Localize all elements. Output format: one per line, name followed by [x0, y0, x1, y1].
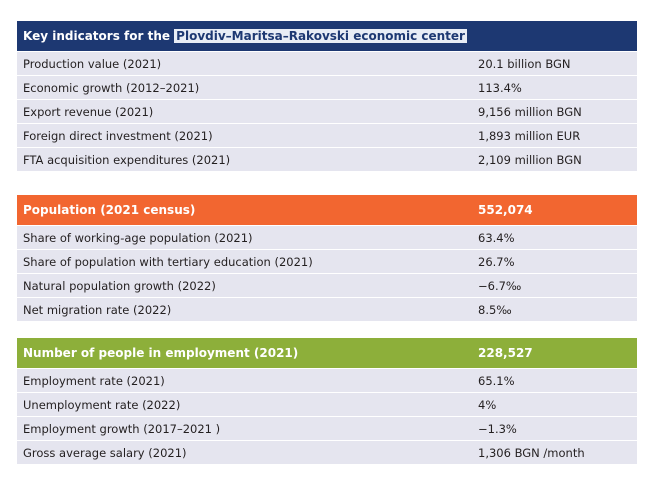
table-row: Export revenue (2021) 9,156 million BGN	[17, 99, 637, 123]
row-value: 9,156 million BGN	[478, 104, 582, 119]
economic-center-name: Plovdiv–Maritsa–Rakovski economic center	[174, 29, 467, 43]
row-label: Share of working-age population (2021)	[23, 230, 253, 245]
row-label: Employment growth (2017–2021 )	[23, 421, 221, 436]
row-label: Gross average salary (2021)	[23, 445, 187, 460]
row-label: Production value (2021)	[23, 56, 162, 71]
employment-header: Number of people in employment (2021) 22…	[17, 338, 637, 368]
key-indicators-title: Key indicators for the Plovdiv–Maritsa–R…	[23, 29, 467, 43]
row-label: Foreign direct investment (2021)	[23, 128, 213, 143]
table-row: Unemployment rate (2022) 4%	[17, 392, 637, 416]
row-label: Employment rate (2021)	[23, 373, 165, 388]
table-row: Natural population growth (2022) −6.7‰	[17, 273, 637, 297]
population-header: Population (2021 census) 552,074	[17, 195, 637, 225]
table-row: Share of working-age population (2021) 6…	[17, 225, 637, 249]
row-value: 26.7%	[478, 254, 515, 269]
row-label: Natural population growth (2022)	[23, 278, 216, 293]
table-row: Net migration rate (2022) 8.5‰	[17, 297, 637, 321]
employment-header-label: Number of people in employment (2021)	[23, 346, 299, 360]
row-value: 65.1%	[478, 373, 515, 388]
population-table: Population (2021 census) 552,074 Share o…	[17, 195, 637, 321]
row-label: Economic growth (2012–2021)	[23, 80, 200, 95]
table-row: Foreign direct investment (2021) 1,893 m…	[17, 123, 637, 147]
table-row: Gross average salary (2021) 1,306 BGN /m…	[17, 440, 637, 464]
table-row: Employment growth (2017–2021 ) −1.3%	[17, 416, 637, 440]
row-value: 2,109 million BGN	[478, 152, 582, 167]
row-label: FTA acquisition expenditures (2021)	[23, 152, 231, 167]
table-row: Share of population with tertiary educat…	[17, 249, 637, 273]
row-value: 1,306 BGN /month	[478, 445, 585, 460]
key-indicators-header: Key indicators for the Plovdiv–Maritsa–R…	[17, 21, 637, 51]
table-row: Employment rate (2021) 65.1%	[17, 368, 637, 392]
row-value: −6.7‰	[478, 278, 522, 293]
population-header-label: Population (2021 census)	[23, 203, 196, 217]
row-label: Unemployment rate (2022)	[23, 397, 181, 412]
key-indicators-table: Key indicators for the Plovdiv–Maritsa–R…	[17, 21, 637, 171]
row-label: Net migration rate (2022)	[23, 302, 172, 317]
table-row: Economic growth (2012–2021) 113.4%	[17, 75, 637, 99]
row-value: −1.3%	[478, 421, 517, 436]
row-value: 20.1 billion BGN	[478, 56, 571, 71]
row-value: 113.4%	[478, 80, 522, 95]
row-label: Share of population with tertiary educat…	[23, 254, 313, 269]
employment-table: Number of people in employment (2021) 22…	[17, 338, 637, 464]
table-row: FTA acquisition expenditures (2021) 2,10…	[17, 147, 637, 171]
row-label: Export revenue (2021)	[23, 104, 154, 119]
employment-header-value: 228,527	[478, 346, 533, 360]
population-header-value: 552,074	[478, 203, 533, 217]
table-row: Production value (2021) 20.1 billion BGN	[17, 51, 637, 75]
row-value: 63.4%	[478, 230, 515, 245]
row-value: 8.5‰	[478, 302, 512, 317]
row-value: 4%	[478, 397, 497, 412]
row-value: 1,893 million EUR	[478, 128, 581, 143]
